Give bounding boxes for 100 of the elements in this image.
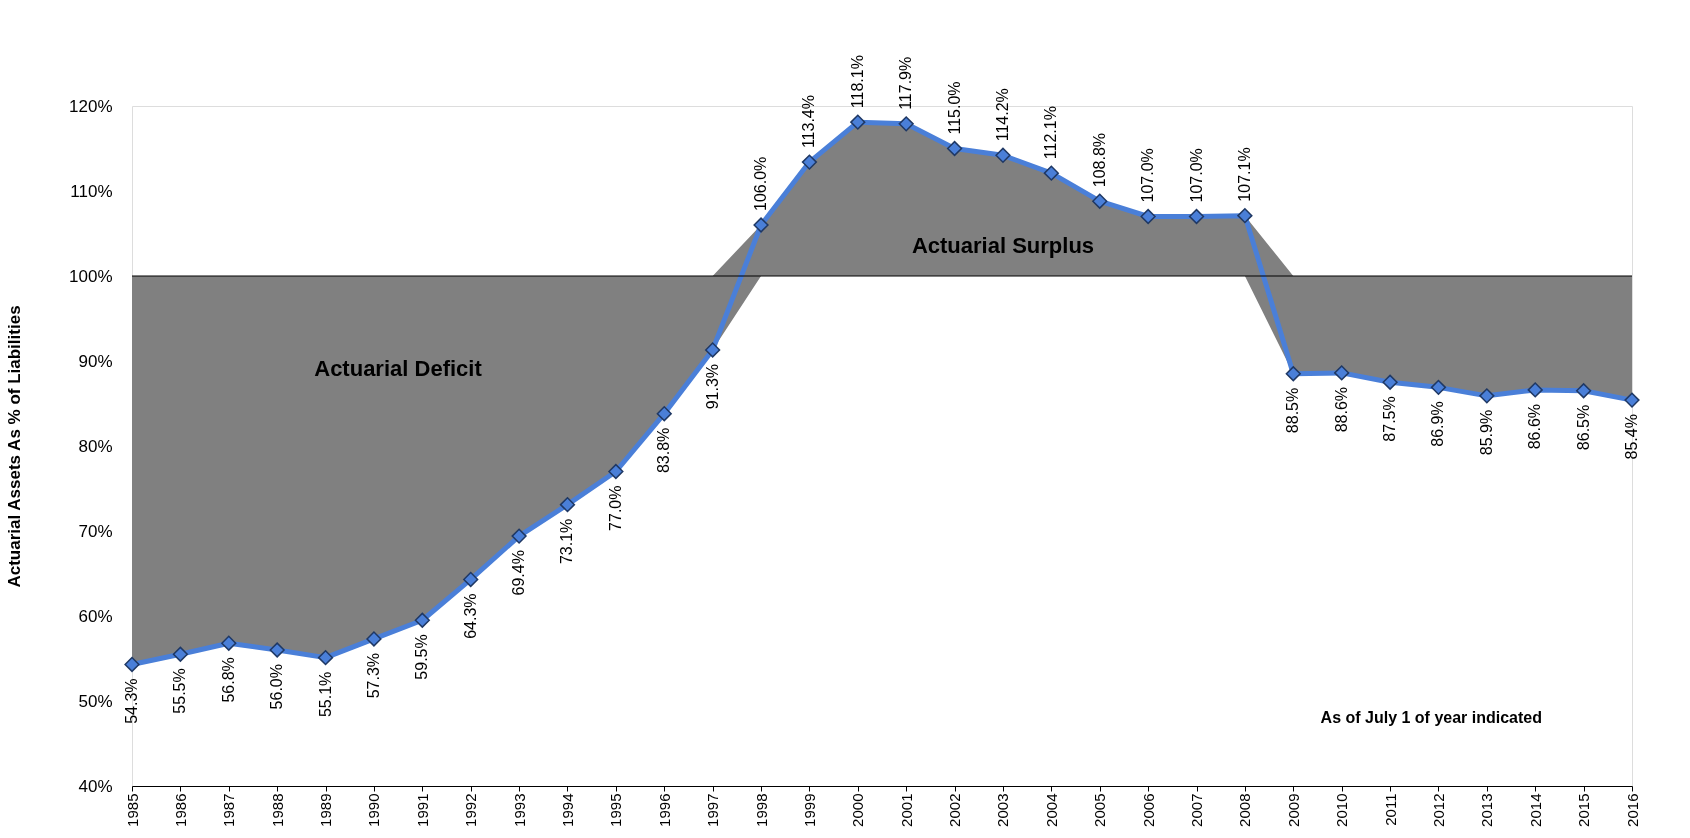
data-label: 64.3% <box>461 593 479 639</box>
data-label: 86.9% <box>1429 401 1447 447</box>
y-tick-label: 70% <box>78 521 113 541</box>
point <box>172 646 189 662</box>
x-tick-label: 2009 <box>1284 793 1302 827</box>
y-tick-label: 40% <box>78 776 113 796</box>
data-label: 85.9% <box>1477 409 1495 456</box>
data-label: 73.1% <box>558 518 576 565</box>
point <box>317 650 334 666</box>
x-tick-label: 2011 <box>1381 793 1399 826</box>
x-tick-label: 2008 <box>1236 793 1254 827</box>
x-tick-label: 2002 <box>946 793 964 827</box>
x-tick-label: 1994 <box>558 793 576 827</box>
data-label: 107.1% <box>1235 147 1253 202</box>
data-label: 115.0% <box>945 81 963 135</box>
point <box>366 631 382 647</box>
point <box>559 497 576 513</box>
data-label: 112.1% <box>1042 106 1060 160</box>
point <box>656 406 672 422</box>
data-label: 91.3% <box>703 363 721 410</box>
y-tick-label: 60% <box>78 606 113 626</box>
x-tick-label: 1990 <box>365 793 383 827</box>
x-tick-label: 2000 <box>849 793 867 827</box>
point <box>705 342 721 358</box>
y-tick-label: 50% <box>78 691 113 711</box>
annotation: As of July 1 of year indicated <box>1320 709 1542 726</box>
x-tick-label: 2015 <box>1575 793 1593 827</box>
y-tick-label: 110% <box>70 181 113 201</box>
x-tick-label: 1996 <box>655 793 673 827</box>
point <box>1430 379 1447 395</box>
x-tick-label: 2016 <box>1623 793 1641 827</box>
data-label: 55.5% <box>171 668 189 714</box>
point <box>1043 165 1059 181</box>
x-tick-label: 1989 <box>317 793 335 827</box>
x-tick-label: 2006 <box>1139 793 1157 827</box>
point <box>1188 208 1205 225</box>
y-tick-label: 100% <box>69 266 113 286</box>
data-label: 108.8% <box>1090 132 1108 188</box>
annotation: Actuarial Deficit <box>314 356 483 381</box>
x-tick-label: 1987 <box>220 793 238 827</box>
x-tick-label: 2010 <box>1333 793 1351 827</box>
data-label: 88.5% <box>1284 387 1302 434</box>
data-label: 54.3% <box>123 678 140 724</box>
data-label: 56.8% <box>219 657 237 703</box>
point <box>1479 388 1495 404</box>
point <box>124 656 140 673</box>
data-label: 107.0% <box>1139 148 1157 203</box>
data-label: 83.8% <box>655 427 673 474</box>
data-label: 118.1% <box>848 55 866 109</box>
point <box>1092 193 1108 209</box>
point <box>753 217 769 233</box>
x-tick-label: 1993 <box>510 793 528 827</box>
data-label: 86.6% <box>1526 403 1544 450</box>
data-label: 69.4% <box>510 550 528 596</box>
point <box>850 114 866 130</box>
data-label: 117.9% <box>897 56 915 110</box>
x-tick-label: 1995 <box>607 793 625 827</box>
x-tick-label: 1999 <box>800 793 818 827</box>
point <box>1140 208 1156 225</box>
point <box>995 147 1011 163</box>
point <box>221 635 237 651</box>
point <box>1285 366 1301 382</box>
x-tick-label: 1985 <box>123 793 141 827</box>
y-tick-label: 120% <box>69 96 113 116</box>
x-tick-label: 1991 <box>413 793 431 827</box>
data-label: 106.0% <box>752 156 770 211</box>
y-axis-title: Actuarial Assets As % of Liabilities <box>5 305 25 588</box>
x-tick-label: 1998 <box>752 793 770 827</box>
data-label: 107.0% <box>1187 148 1205 203</box>
x-tick-label: 2013 <box>1478 793 1496 827</box>
point <box>801 154 818 170</box>
x-tick-label: 2014 <box>1526 793 1544 827</box>
point <box>898 116 914 132</box>
data-label: 113.4% <box>800 95 818 149</box>
x-tick-label: 2003 <box>994 793 1012 827</box>
data-label: 87.5% <box>1381 396 1399 442</box>
data-label: 86.5% <box>1574 404 1592 451</box>
y-tick-label: 90% <box>78 351 113 371</box>
data-label: 88.6% <box>1332 386 1350 433</box>
x-tick-label: 1986 <box>171 793 189 827</box>
point <box>1575 383 1592 399</box>
point <box>608 463 624 480</box>
data-label: 85.4% <box>1623 414 1640 460</box>
x-tick-label: 2001 <box>897 793 915 827</box>
point <box>269 642 285 658</box>
x-tick-label: 1988 <box>268 793 286 827</box>
x-tick-label: 1997 <box>704 793 722 827</box>
point <box>511 528 527 544</box>
x-tick-label: 2007 <box>1188 793 1206 827</box>
x-tick-label: 2012 <box>1429 793 1447 827</box>
data-label: 77.0% <box>606 485 624 531</box>
x-tick-label: 2005 <box>1091 793 1109 827</box>
data-label: 55.1% <box>316 671 334 718</box>
point <box>1382 374 1398 390</box>
point <box>1624 392 1640 408</box>
point <box>414 612 430 628</box>
y-tick-label: 80% <box>78 436 113 456</box>
annotation: Actuarial Surplus <box>911 233 1095 258</box>
x-tick-label: 1992 <box>462 793 480 827</box>
point <box>1237 208 1253 224</box>
